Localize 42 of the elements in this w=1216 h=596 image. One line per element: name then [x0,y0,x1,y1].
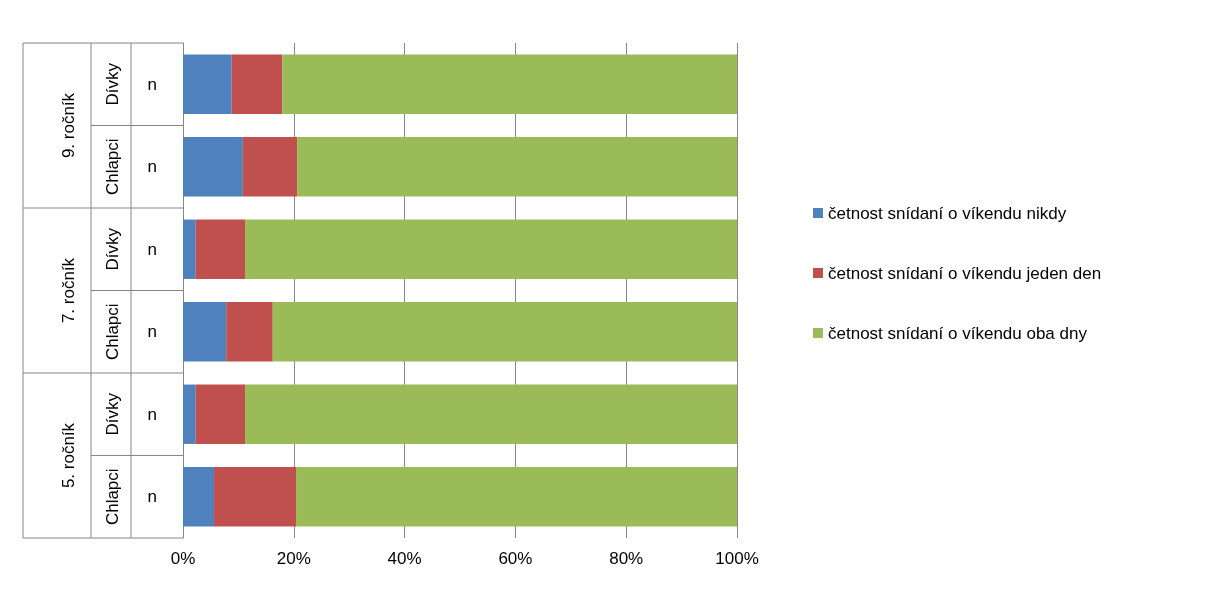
bar [183,384,196,444]
y-tick-label: n [147,322,157,342]
text: Dívky [102,392,122,436]
bar [183,302,227,362]
bar [231,54,283,114]
text: 5. ročník [58,422,78,489]
bar [195,384,246,444]
legend-label: četnost snídaní o víkendu jeden den [828,263,1102,283]
bar [245,219,737,279]
y-tick-label: n [147,74,157,94]
bar [297,137,737,197]
bar [195,219,246,279]
text: 9. ročník [58,92,78,159]
y-tick-label: n [147,404,157,424]
text: 7. ročník [58,257,78,324]
y-tick-label: n [147,239,157,259]
bar [272,302,737,362]
bar [183,467,215,527]
x-tick-label: 0% [170,549,196,568]
x-tick-label: 20% [276,549,311,568]
y-tick-label: n [147,157,157,177]
text: Chlapci [102,138,122,196]
x-tick-label: 100% [715,549,759,568]
bar [183,219,196,279]
bar [242,137,298,197]
text: Chlapci [102,303,122,361]
bar [226,302,273,362]
text: Dívky [102,62,122,106]
x-tick-label: 80% [609,549,644,568]
x-tick-label: 60% [498,549,533,568]
y-tick-label: n [147,487,157,507]
bar [282,54,737,114]
bar [245,384,737,444]
bar [183,137,243,197]
legend-label: četnost snídaní o víkendu oba dny [828,323,1088,343]
bar [296,467,737,527]
text: Dívky [102,227,122,271]
text: Chlapci [102,468,122,526]
legend-label: četnost snídaní o víkendu nikdy [828,203,1067,223]
bar [183,54,232,114]
bar [214,467,297,527]
x-tick-label: 40% [387,549,422,568]
